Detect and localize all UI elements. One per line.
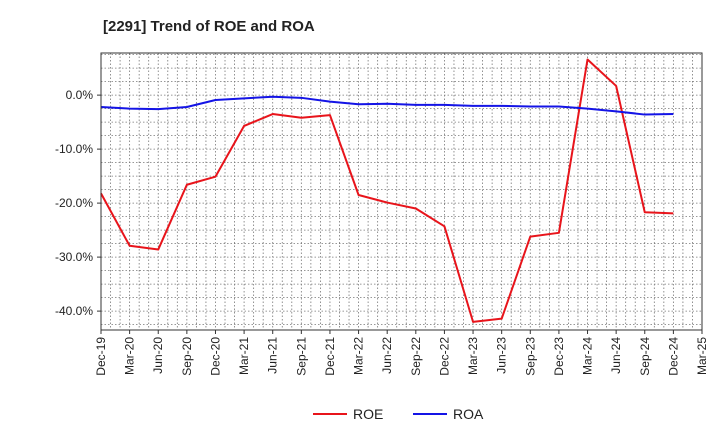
x-tick-label: Sep-23 [523,337,537,376]
x-tick-label: Dec-19 [94,337,108,376]
x-tick-label: Mar-20 [123,337,137,375]
x-tick-label: Mar-21 [237,337,251,375]
plot-area [100,52,703,331]
plot-frame [100,52,703,331]
x-tick-label: Dec-20 [208,337,222,376]
x-tick-label: Dec-21 [323,337,337,376]
x-tick-label: Mar-24 [581,337,595,375]
y-axis-ticks: 0.0% -10.0% -20.0% -30.0% -40.0% [55,88,101,318]
x-tick-label: Sep-24 [638,337,652,376]
x-tick-label: Mar-22 [352,337,366,375]
x-tick-label: Dec-22 [437,337,451,376]
y-tick-label: 0.0% [66,88,94,102]
y-tick-label: -30.0% [55,250,93,264]
x-tick-label: Dec-23 [552,337,566,376]
x-axis-ticks: Dec-19 Mar-20 Jun-20 Sep-20 Dec-20 Mar-21 Jun-… [94,330,709,376]
y-tick-label: -40.0% [55,304,93,318]
series-lines [100,58,674,323]
x-tick-label: Jun-21 [266,337,280,374]
series-line-roa [100,95,674,116]
x-tick-label: Jun-23 [495,337,509,374]
x-tick-label: Sep-22 [409,337,423,376]
x-tick-label: Sep-21 [294,337,308,376]
x-tick-label: Sep-20 [180,337,194,376]
y-tick-label: -10.0% [55,142,93,156]
x-tick-label: Jun-22 [380,337,394,374]
x-tick-label: Dec-24 [666,337,680,376]
x-tick-label: Jun-24 [609,337,623,374]
series-line-roe [100,58,674,323]
chart-title: [2291] Trend of ROE and ROA [103,18,315,35]
y-tick-label: -20.0% [55,196,93,210]
x-tick-label: Mar-25 [695,337,709,375]
legend: ROE ROA [313,406,484,422]
x-tick-label: Jun-20 [151,337,165,374]
legend-label-roa: ROA [453,406,484,422]
legend-label-roe: ROE [353,406,383,422]
x-tick-label: Mar-23 [466,337,480,375]
